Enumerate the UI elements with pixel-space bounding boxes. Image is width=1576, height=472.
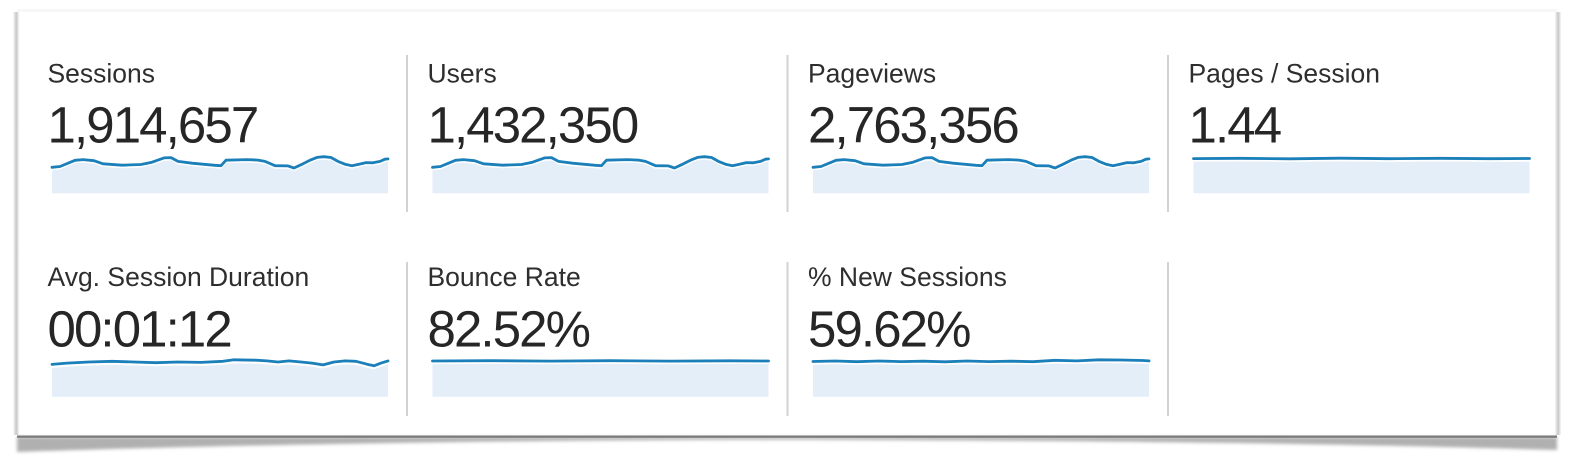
svg-text:1,432,350: 1,432,350 [428, 97, 638, 154]
svg-text:82.52%: 82.52% [428, 300, 590, 357]
svg-text:59.62%: 59.62% [808, 300, 970, 357]
svg-text:% New Sessions: % New Sessions [808, 262, 1007, 292]
svg-text:Avg. Session Duration: Avg. Session Duration [48, 262, 310, 292]
svg-text:Pageviews: Pageviews [808, 58, 936, 88]
svg-text:1,914,657: 1,914,657 [48, 97, 258, 154]
svg-text:1.44: 1.44 [1189, 97, 1281, 154]
svg-text:Users: Users [428, 58, 497, 88]
svg-text:Sessions: Sessions [48, 58, 156, 88]
svg-text:Bounce Rate: Bounce Rate [428, 262, 581, 292]
svg-text:Pages / Session: Pages / Session [1189, 58, 1381, 88]
svg-text:2,763,356: 2,763,356 [808, 97, 1018, 154]
svg-text:00:01:12: 00:01:12 [48, 300, 231, 357]
